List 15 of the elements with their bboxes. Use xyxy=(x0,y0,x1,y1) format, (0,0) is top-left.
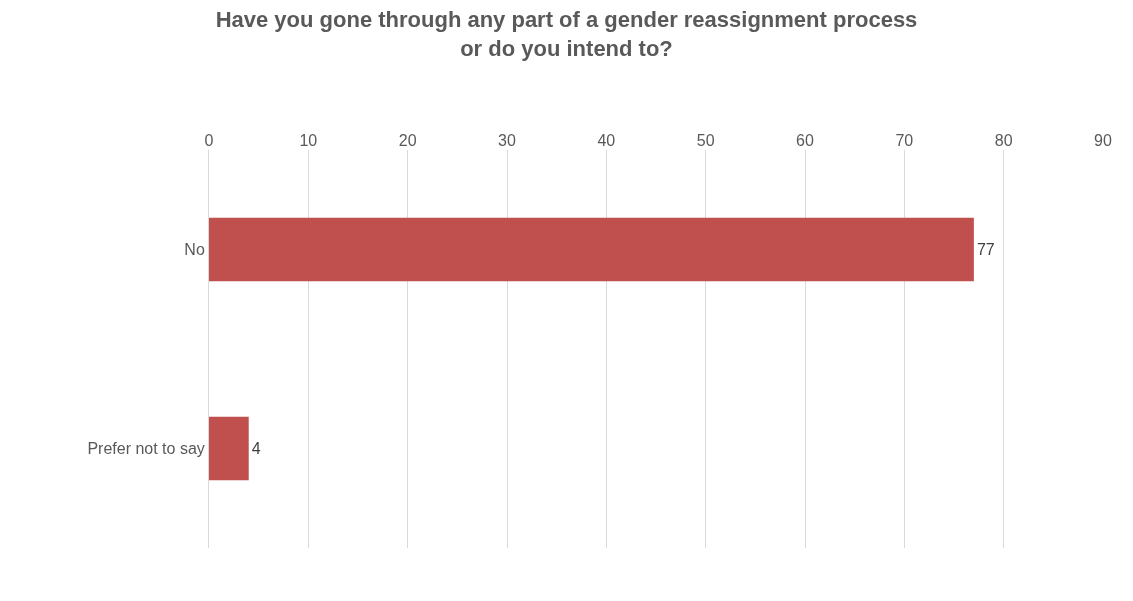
x-tick-label: 80 xyxy=(994,131,1013,149)
y-tick-label: No xyxy=(184,241,205,259)
x-tick-label: 40 xyxy=(597,131,616,149)
chart-title: Have you gone through any part of a gender reassignment process or do you intend to? xyxy=(215,7,918,61)
y-tick-label: Prefer not to say xyxy=(87,440,205,458)
data-label: 77 xyxy=(976,241,995,258)
x-tick-label: 0 xyxy=(204,131,214,149)
x-tick-label: 50 xyxy=(696,131,715,149)
x-tick-label: 30 xyxy=(498,131,516,149)
x-tick-label: 10 xyxy=(299,131,318,149)
x-tick-label: 90 xyxy=(1094,131,1112,149)
data-label: 4 xyxy=(251,440,261,457)
x-tick-label: 60 xyxy=(796,131,814,149)
x-tick-label: 20 xyxy=(398,131,417,149)
x-tick-label: 70 xyxy=(895,131,914,149)
